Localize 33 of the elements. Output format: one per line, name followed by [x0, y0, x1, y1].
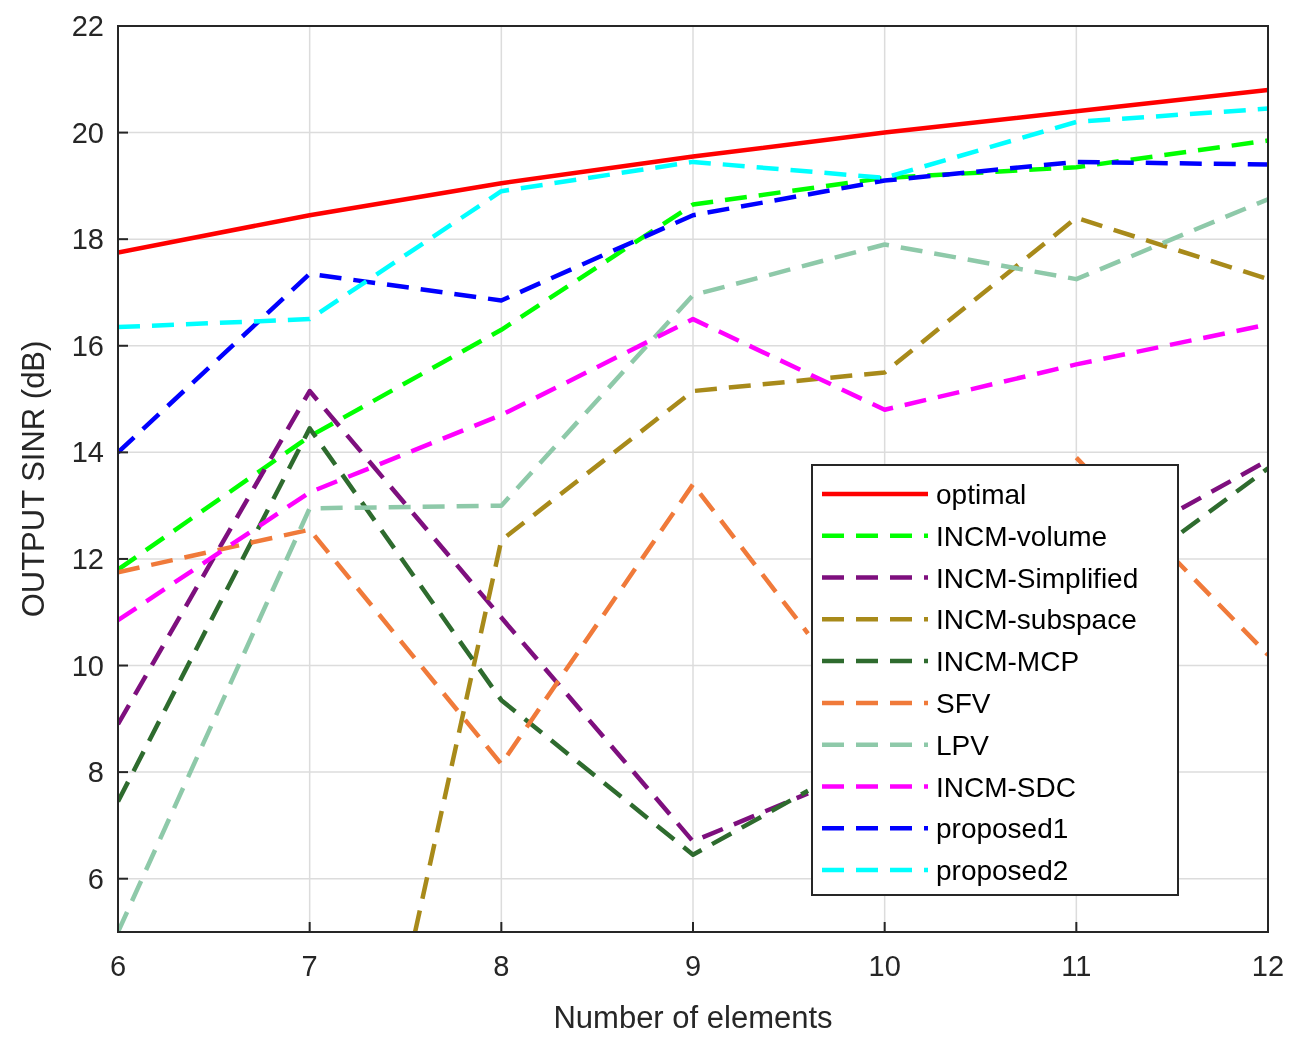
x-tick-label: 6	[109, 950, 127, 982]
line-series	[412, 215, 1268, 932]
y-tick-label: 22	[71, 10, 104, 42]
y-tick-label: 8	[87, 756, 104, 789]
y-tick-label: 18	[71, 223, 104, 256]
line-series	[118, 87, 1268, 255]
y-axis-title: OUTPUT SINR (dB)	[16, 340, 51, 618]
legend-label: INCM-MCP	[936, 646, 1080, 678]
y-tick-label: 12	[71, 542, 104, 575]
legend-label: INCM-volume	[936, 520, 1108, 552]
y-tick-label: 10	[71, 649, 104, 682]
x-axis-title: Number of elements	[553, 1000, 833, 1035]
x-tick-label: 9	[684, 950, 702, 982]
legend-label: SFV	[936, 687, 991, 719]
x-tick-label: 7	[301, 950, 318, 982]
line-series	[118, 106, 1268, 330]
line-series	[118, 196, 1268, 932]
y-tick-label: 16	[71, 329, 104, 362]
legend-label: INCM-subspace	[936, 604, 1137, 636]
legend-label: INCM-Simplified	[936, 562, 1139, 594]
legend-label: proposed1	[936, 813, 1069, 845]
y-tick-label: 20	[71, 116, 104, 149]
y-tick-label: 14	[71, 436, 104, 469]
y-tick-label: 6	[87, 862, 104, 895]
legend-label: INCM-SDC	[936, 771, 1076, 803]
line-series	[118, 159, 1268, 455]
legend-label: proposed2	[936, 855, 1069, 887]
x-tick-label: 12	[1251, 950, 1285, 982]
legend-label: LPV	[936, 729, 990, 761]
x-tick-label: 11	[1061, 950, 1092, 982]
x-tick-label: 8	[493, 950, 510, 982]
legend-label: optimal	[936, 478, 1027, 510]
x-tick-label: 10	[868, 950, 901, 982]
